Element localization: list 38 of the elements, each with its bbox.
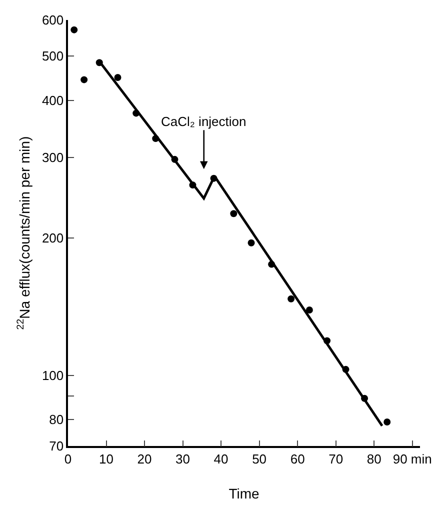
annotation: CaCl₂ injection (161, 114, 246, 129)
y-tick-label: 100 (42, 368, 64, 383)
point (96, 59, 103, 66)
point (342, 366, 350, 373)
x-tick-label: 50 (252, 451, 267, 466)
x-tick-label: 0 (64, 451, 72, 466)
point (210, 174, 218, 182)
x-axis-title: Time (228, 486, 260, 502)
y-tick-label: 70 (49, 438, 64, 454)
point (70, 26, 78, 34)
x-tick-label: 70 (328, 451, 344, 466)
x-tick-label: 60 (290, 451, 305, 466)
point (268, 260, 276, 268)
y-tick-label: 80 (49, 412, 64, 428)
point (384, 418, 391, 426)
y-tick-label: 400 (42, 92, 64, 108)
x-tick-label: 80 (366, 451, 382, 466)
point (230, 210, 238, 218)
x-tick-label: 10 (99, 451, 114, 466)
point (306, 306, 313, 314)
point (189, 182, 196, 189)
point (171, 156, 178, 163)
point (152, 135, 160, 142)
y-tick-label: 300 (42, 150, 64, 165)
point (324, 337, 331, 344)
point (80, 76, 88, 84)
x-tick-label: 40 (214, 451, 228, 466)
y-tick-label: 600 (42, 12, 64, 28)
point (288, 295, 295, 302)
point (132, 110, 140, 117)
x-tick-label: 30 (176, 451, 190, 466)
y-tick-label: 200 (42, 230, 64, 246)
x-tick-label: 20 (137, 451, 152, 466)
point (361, 394, 368, 402)
point (248, 239, 255, 246)
x-tick-label: 90 min (392, 451, 432, 466)
y-tick-label: 500 (42, 48, 64, 64)
point (114, 74, 122, 81)
